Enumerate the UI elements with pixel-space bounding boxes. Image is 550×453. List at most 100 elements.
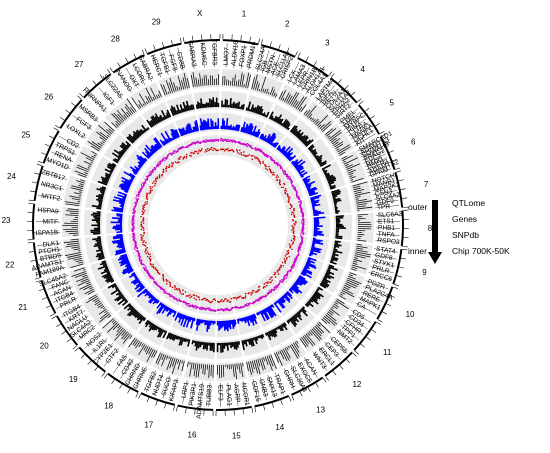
qtlome-bar	[320, 121, 331, 131]
axis-tick	[109, 67, 113, 72]
gene-bar	[317, 159, 323, 163]
snpdb-bar	[141, 151, 150, 160]
snpdb-bar	[145, 144, 155, 155]
chip-50k-point	[285, 258, 288, 260]
gene-connector	[357, 139, 379, 152]
qtlome-bar	[300, 104, 307, 113]
chip-50k-point	[165, 278, 168, 281]
qtlome-bar	[68, 255, 82, 260]
snpdb-bar	[113, 196, 126, 201]
qtlome-bar	[71, 185, 83, 190]
snpdb-bar	[311, 245, 315, 248]
gene-bar	[282, 323, 288, 331]
track-snpdb-bg	[289, 152, 316, 179]
snpdb-bar	[308, 254, 312, 257]
gene-bar	[110, 279, 115, 283]
gene-bar	[312, 294, 319, 300]
chromosome-4: 4	[260, 65, 365, 179]
gene-label: TUBB3	[206, 384, 214, 406]
chip-50k-point	[254, 157, 257, 159]
qtlome-bar	[328, 129, 341, 140]
axis-tick	[101, 372, 106, 377]
qtlome-bar	[91, 150, 98, 155]
gene-bar	[304, 139, 312, 146]
legend-track-snpdb: SNPdb	[452, 230, 479, 240]
gene-bar	[148, 322, 153, 328]
qtlome-bar	[329, 131, 342, 142]
axis-tick	[66, 338, 72, 343]
snpdb-bar	[159, 139, 165, 146]
snpdb-bar	[134, 275, 138, 279]
chip-50k-point	[227, 299, 229, 301]
qtlome-bar	[181, 360, 183, 364]
chip-50k-point	[171, 162, 173, 164]
snpdb-bar	[173, 129, 179, 139]
axis-tick	[295, 51, 298, 57]
chromosome-label: 26	[44, 92, 53, 101]
axis-tick	[258, 38, 260, 44]
gene-bar	[138, 316, 145, 325]
gene-bar	[134, 312, 140, 318]
chip-50k-point	[282, 264, 285, 267]
snpdb-bar	[313, 213, 319, 217]
qtlome-bar	[160, 83, 166, 96]
gene-label: MITF2	[41, 193, 61, 203]
gene-bar	[156, 328, 163, 338]
gene-bar	[257, 335, 260, 339]
qtlome-bar	[271, 89, 275, 96]
qtlome-bar	[124, 106, 132, 116]
qtlome-bar	[81, 274, 88, 278]
snpdb-bar	[226, 320, 229, 332]
qtlome-bar	[89, 287, 93, 290]
snpdb-bar	[137, 161, 144, 167]
qtlome-bar	[311, 328, 322, 340]
chip-50k-point	[153, 180, 155, 183]
axis-tick	[28, 251, 34, 253]
snpdb-bar	[310, 194, 322, 200]
qtlome-bar	[123, 332, 130, 340]
qtlome-bar	[157, 93, 161, 98]
gene-bar	[298, 309, 302, 313]
snpdb-bar	[195, 119, 200, 132]
snpdb-bar	[186, 124, 191, 134]
snpdb-bar	[306, 185, 312, 189]
gene-bar	[118, 154, 122, 158]
chip-700k-point	[294, 260, 297, 263]
qtlome-bar	[357, 206, 373, 210]
qtlome-bar	[278, 91, 284, 100]
snpdb-bar	[306, 261, 316, 268]
gene-bar	[307, 301, 314, 308]
chip-50k-point	[186, 153, 188, 156]
snpdb-bar	[299, 275, 306, 280]
chip-50k-point	[236, 150, 239, 152]
gene-bar	[129, 306, 134, 311]
track-qtlome-bg	[104, 97, 139, 131]
qtlome-bar	[70, 263, 84, 268]
chip-50k-point	[265, 165, 268, 168]
qtlome-bar	[317, 323, 321, 327]
chip-50k-point	[276, 174, 278, 177]
snpdb-bar	[118, 185, 129, 191]
gene-bar	[294, 129, 302, 137]
chip-50k-point	[150, 187, 152, 190]
gene-bar	[246, 339, 249, 342]
gene-connector	[53, 292, 76, 303]
gene-bar	[176, 104, 181, 114]
gene-bar	[92, 212, 101, 215]
snpdb-bar	[249, 315, 255, 326]
chip-50k-point	[272, 173, 274, 176]
gene-label: RSPO3	[377, 237, 400, 246]
chip-50k-point	[251, 292, 254, 294]
chip-50k-point	[223, 150, 226, 152]
chip-50k-point	[146, 200, 149, 203]
snpdb-bar	[131, 169, 138, 174]
axis-tick	[141, 49, 145, 55]
qtlome-bar	[205, 74, 208, 86]
chip-50k-point	[265, 281, 267, 284]
snpdb-bar	[173, 310, 176, 314]
snpdb-bar	[138, 163, 143, 168]
chip-50k-point	[222, 300, 224, 303]
snpdb-bar	[259, 310, 266, 322]
qtlome-bar	[96, 131, 108, 141]
qtlome-bar	[73, 248, 81, 251]
